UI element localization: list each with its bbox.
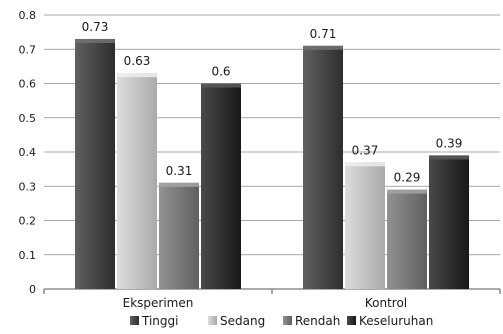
y-tick-label: 0.8 bbox=[19, 9, 37, 22]
bar-cap bbox=[303, 45, 343, 50]
legend-label: Keseluruhan bbox=[359, 314, 433, 328]
bar-cap bbox=[387, 189, 427, 194]
bar-keseluruhan-eksperimen bbox=[201, 83, 241, 289]
data-label: 0.29 bbox=[394, 171, 421, 185]
data-label: 0.71 bbox=[310, 27, 337, 41]
legend-label: Tinggi bbox=[141, 314, 178, 328]
data-label: 0.73 bbox=[82, 20, 109, 34]
bar-cap bbox=[429, 155, 469, 160]
legend-swatch bbox=[208, 316, 217, 325]
bar-sedang-eksperimen bbox=[117, 73, 157, 289]
y-tick-label: 0.5 bbox=[19, 112, 37, 125]
bar-rendah-kontrol bbox=[387, 189, 427, 289]
bar-cap bbox=[75, 38, 115, 43]
data-label: 0.39 bbox=[436, 136, 463, 150]
data-label: 0.63 bbox=[124, 54, 151, 68]
bar-cap bbox=[345, 162, 385, 167]
data-labels: 0.73 0.63 0.31 0.6 0.71 0.37 0.29 0.39 bbox=[82, 20, 463, 185]
legend-swatch bbox=[130, 316, 139, 325]
bar-rendah-eksperimen bbox=[159, 182, 199, 289]
y-tick-label: 0.6 bbox=[19, 78, 37, 91]
legend-swatch bbox=[347, 316, 356, 325]
bar-cap bbox=[117, 73, 157, 78]
y-tick-label: 0.4 bbox=[19, 146, 37, 159]
legend-label: Rendah bbox=[295, 314, 340, 328]
data-label: 0.31 bbox=[166, 164, 193, 178]
y-tick-label: 0 bbox=[29, 283, 36, 296]
legend-swatch bbox=[283, 316, 292, 325]
y-tick-label: 0.3 bbox=[19, 180, 37, 193]
bar-tinggi-eksperimen bbox=[75, 38, 115, 289]
bar-cap bbox=[201, 83, 241, 88]
legend-label: Sedang bbox=[220, 314, 265, 328]
data-label: 0.37 bbox=[352, 143, 379, 157]
data-label: 0.6 bbox=[211, 65, 230, 79]
y-tick-label: 0.7 bbox=[19, 43, 37, 56]
bar-cap bbox=[159, 182, 199, 187]
x-category-label: Eksperimen bbox=[123, 296, 194, 310]
y-tick-label: 0.2 bbox=[19, 215, 37, 228]
bars bbox=[75, 38, 469, 290]
bar-sedang-kontrol bbox=[345, 162, 385, 289]
bar-tinggi-kontrol bbox=[303, 45, 343, 290]
y-tick-label: 0.1 bbox=[19, 249, 37, 262]
legend: Tinggi Sedang Rendah Keseluruhan bbox=[130, 314, 433, 328]
bar-keseluruhan-kontrol bbox=[429, 155, 469, 289]
x-category-label: Kontrol bbox=[365, 296, 407, 310]
